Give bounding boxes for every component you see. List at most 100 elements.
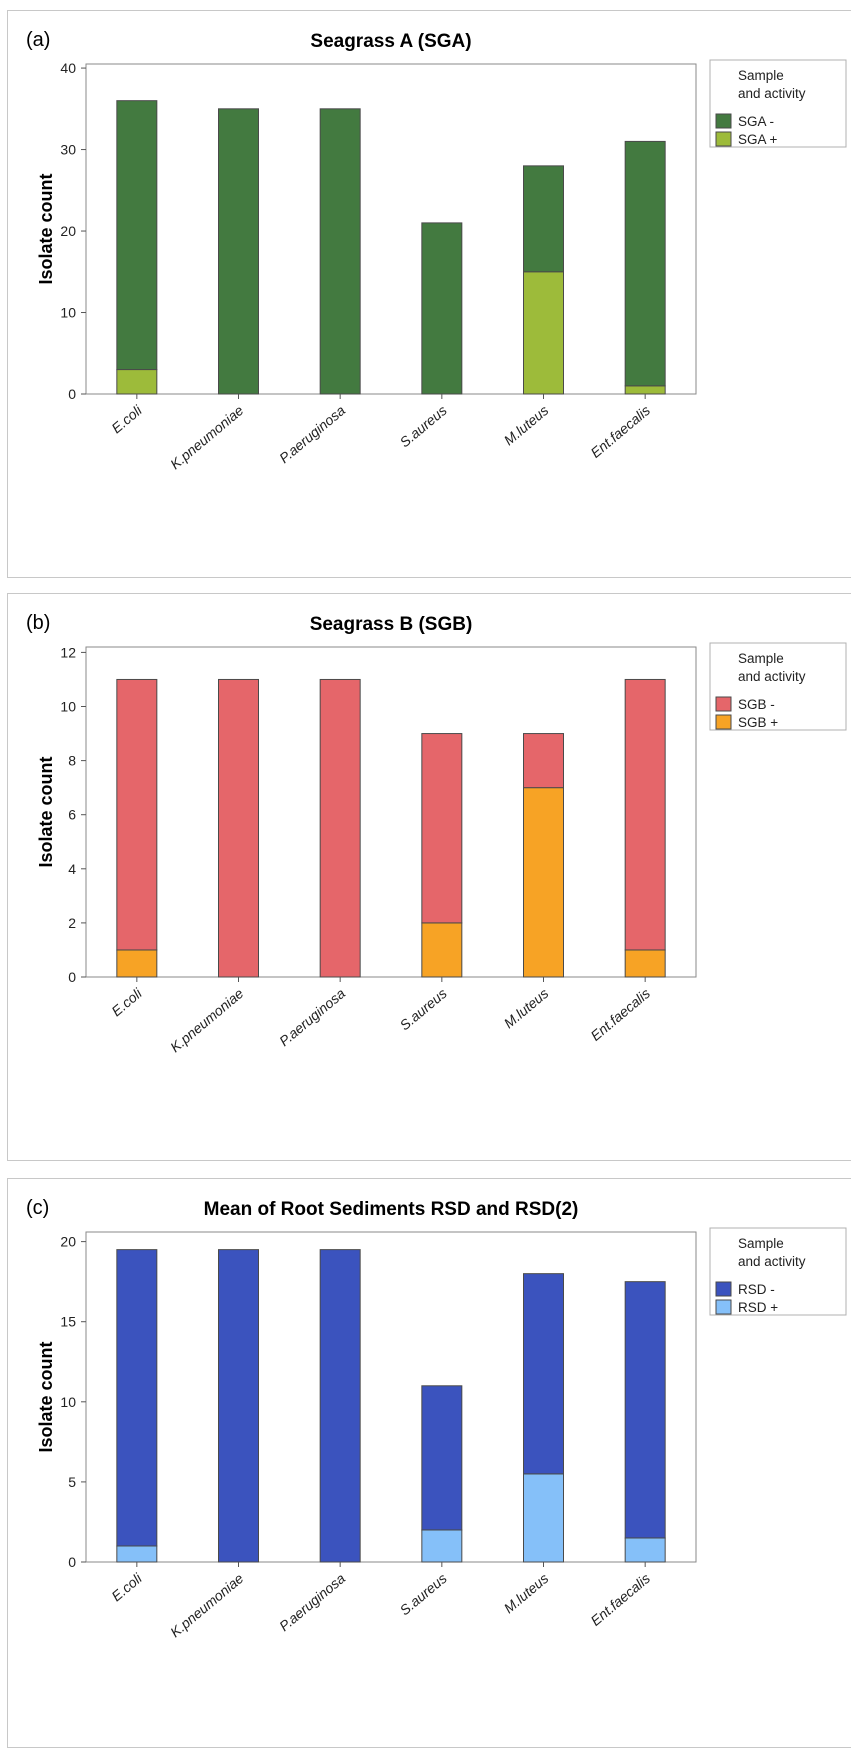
legend-box	[709, 642, 847, 731]
bar-rsd	[218, 1249, 259, 1563]
bar-sgb	[523, 733, 564, 789]
legend-entry-sga: SGA -	[738, 114, 774, 129]
y-axis-label: Isolate count	[36, 1341, 56, 1452]
x-tick-label: E.coli	[108, 984, 145, 1019]
legend-entry-sgb: SGB +	[738, 715, 778, 730]
legend-title: and activity	[738, 86, 806, 101]
y-tick-label: 0	[68, 969, 76, 985]
chart-panel-b: Seagrass B (SGB) 0 2 4 6 8 10 12 Isolate count E.…	[7, 593, 851, 1161]
y-tick-label: 10	[60, 305, 76, 321]
y-tick-label: 40	[60, 60, 76, 76]
bar-sga	[319, 108, 361, 395]
y-tick-label: 4	[68, 861, 76, 877]
x-tick-label: Ent.faecalis	[587, 402, 653, 461]
y-tick-label: 0	[68, 386, 76, 402]
chart-title: Seagrass A (SGA)	[310, 31, 471, 52]
x-tick-label: M.luteus	[501, 402, 552, 448]
bar-sga	[624, 140, 666, 387]
bar-sgb	[116, 949, 158, 978]
x-tick-label: K.pneumoniae	[167, 985, 247, 1055]
chart-a-svg: Seagrass A (SGA) 0 10 20 30 40 Isolate count E.…	[36, 31, 847, 472]
x-tick-label: S.aureus	[397, 985, 450, 1033]
plot-frame	[85, 646, 697, 978]
bar-rsd	[624, 1281, 666, 1539]
x-tick-label: S.aureus	[397, 402, 450, 450]
plot-frame	[85, 1231, 697, 1563]
bar-rsd	[421, 1529, 463, 1563]
legend-entry-rsd: RSD -	[738, 1282, 775, 1297]
y-tick-label: 30	[60, 142, 76, 158]
legend-swatch-sga	[715, 131, 732, 147]
y-axis-label: Isolate count	[36, 756, 56, 867]
bar-rsd	[624, 1537, 666, 1563]
bar-sgb	[319, 678, 361, 978]
chart-title: Seagrass B (SGB)	[310, 614, 473, 635]
bar-rsd	[523, 1273, 564, 1475]
legend-swatch-sgb	[715, 714, 732, 730]
bar-sga	[421, 222, 463, 395]
panel-label-c: (c)	[26, 1197, 50, 1219]
x-tick-label: M.luteus	[501, 1570, 552, 1616]
bar-rsd	[421, 1385, 463, 1531]
legend-swatch-rsd	[715, 1299, 732, 1315]
chart-b-svg: Seagrass B (SGB) 0 2 4 6 8 10 12 Isolate count E.…	[36, 614, 847, 1055]
bar-sga	[116, 369, 158, 395]
x-tick-label: Ent.faecalis	[587, 985, 653, 1044]
x-tick-label: M.luteus	[501, 985, 552, 1031]
legend-entry-sga: SGA +	[738, 132, 778, 147]
legend-box	[709, 1227, 847, 1316]
y-tick-label: 2	[68, 915, 76, 931]
y-tick-label: 20	[60, 223, 76, 239]
x-tick-label: P.aeruginosa	[276, 1570, 348, 1634]
bar-rsd	[523, 1473, 564, 1563]
chart-panel-c: Mean of Root Sediments RSD and RSD(2) 0 5 1…	[7, 1178, 851, 1748]
panel-label-a: (a)	[26, 29, 51, 51]
legend-title: and activity	[738, 669, 806, 684]
legend-swatch-sgb	[715, 696, 732, 712]
x-tick-label: K.pneumoniae	[167, 1570, 247, 1640]
y-tick-label: 6	[68, 807, 76, 823]
legend-entry-sgb: SGB -	[738, 697, 775, 712]
x-tick-label: P.aeruginosa	[276, 985, 348, 1049]
legend-box	[709, 59, 847, 148]
panel-label-b: (b)	[26, 612, 51, 634]
bar-sga	[624, 385, 666, 395]
bar-rsd	[319, 1249, 361, 1563]
bar-rsd	[116, 1249, 158, 1547]
y-tick-label: 0	[68, 1554, 76, 1570]
legend-swatch-sga	[715, 113, 732, 129]
y-tick-label: 15	[60, 1314, 76, 1330]
y-tick-label: 5	[68, 1474, 76, 1490]
bar-sga	[116, 100, 158, 371]
chart-panel-a: Seagrass A (SGA) 0 10 20 30 40 Isolate count E.…	[7, 10, 851, 578]
y-tick-label: 10	[60, 1394, 76, 1410]
x-tick-label: Ent.faecalis	[587, 1570, 653, 1629]
bar-sgb	[421, 733, 463, 924]
bar-sgb	[421, 922, 463, 978]
legend-title: and activity	[738, 1254, 806, 1269]
legend-title: Sample	[738, 1236, 784, 1251]
bar-sgb	[624, 678, 666, 951]
bar-sgb	[218, 678, 259, 978]
bar-sgb	[116, 678, 158, 951]
bar-sga	[523, 165, 564, 273]
x-tick-label: K.pneumoniae	[167, 402, 247, 472]
y-tick-label: 20	[60, 1234, 76, 1250]
y-axis-label: Isolate count	[36, 173, 56, 284]
x-tick-label: E.coli	[108, 1569, 145, 1604]
bar-sga	[523, 271, 564, 395]
bar-sgb	[624, 949, 666, 978]
legend-entry-rsd: RSD +	[738, 1300, 778, 1315]
bar-rsd	[116, 1545, 158, 1563]
legend-title: Sample	[738, 68, 784, 83]
chart-c-svg: Mean of Root Sediments RSD and RSD(2) 0 5 1…	[36, 1199, 847, 1640]
bar-sgb	[523, 787, 564, 978]
x-tick-label: P.aeruginosa	[276, 402, 348, 466]
legend-title: Sample	[738, 651, 784, 666]
y-tick-label: 10	[60, 699, 76, 715]
chart-title: Mean of Root Sediments RSD and RSD(2)	[204, 1199, 579, 1220]
y-tick-label: 8	[68, 753, 76, 769]
y-tick-label: 12	[60, 644, 76, 660]
plot-frame	[85, 63, 697, 395]
x-tick-label: S.aureus	[397, 1570, 450, 1618]
